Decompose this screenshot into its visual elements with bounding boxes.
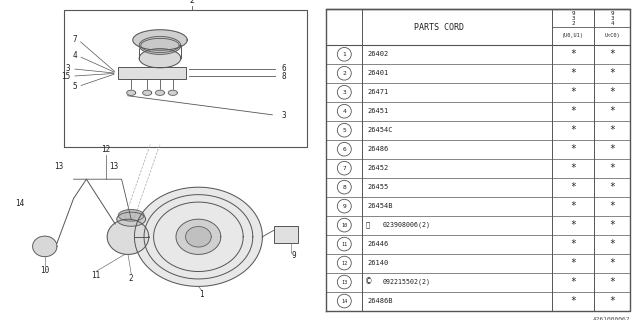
- Text: *: *: [609, 220, 616, 230]
- Polygon shape: [140, 36, 180, 54]
- Text: (U0,U1): (U0,U1): [563, 34, 584, 38]
- Text: *: *: [609, 296, 616, 306]
- Text: *: *: [570, 106, 576, 116]
- Text: 9: 9: [342, 204, 346, 209]
- Text: 11: 11: [92, 271, 100, 280]
- FancyBboxPatch shape: [118, 67, 186, 79]
- Text: 26140: 26140: [367, 260, 388, 266]
- Text: *: *: [609, 144, 616, 154]
- Text: 26401: 26401: [367, 70, 388, 76]
- Text: *: *: [609, 68, 616, 78]
- Polygon shape: [108, 219, 149, 254]
- Text: *: *: [609, 87, 616, 97]
- Polygon shape: [176, 219, 221, 254]
- Text: 12: 12: [341, 260, 348, 266]
- Text: 26454B: 26454B: [367, 203, 392, 209]
- Text: 2: 2: [189, 0, 195, 5]
- Text: 4: 4: [72, 52, 77, 60]
- Text: *: *: [570, 201, 576, 211]
- Text: 8: 8: [342, 185, 346, 190]
- Text: 26455: 26455: [367, 184, 388, 190]
- Text: 26452: 26452: [367, 165, 388, 171]
- Text: *: *: [570, 49, 576, 59]
- Text: 6: 6: [282, 64, 286, 73]
- Text: 26451: 26451: [367, 108, 388, 114]
- Text: 11: 11: [341, 242, 348, 247]
- Text: 26454C: 26454C: [367, 127, 392, 133]
- Text: 2: 2: [129, 274, 134, 283]
- Text: *: *: [570, 220, 576, 230]
- Text: 7: 7: [72, 36, 77, 44]
- Text: 3: 3: [282, 111, 286, 120]
- Polygon shape: [117, 212, 146, 226]
- Text: 12: 12: [101, 145, 110, 154]
- Text: *: *: [570, 182, 576, 192]
- Text: 3: 3: [66, 64, 70, 73]
- Text: *: *: [570, 296, 576, 306]
- Polygon shape: [141, 38, 179, 52]
- Text: 3: 3: [342, 90, 346, 95]
- Polygon shape: [140, 49, 180, 68]
- Text: 8: 8: [282, 72, 286, 81]
- Text: PARTS CORD: PARTS CORD: [414, 23, 464, 32]
- Text: 13: 13: [341, 280, 348, 284]
- Polygon shape: [186, 227, 211, 247]
- Text: 9: 9: [291, 252, 296, 260]
- Text: 26446: 26446: [367, 241, 388, 247]
- Text: A261000062: A261000062: [593, 317, 630, 320]
- Polygon shape: [143, 90, 152, 95]
- Text: 092215502(2): 092215502(2): [383, 279, 431, 285]
- Text: 10: 10: [341, 223, 348, 228]
- Text: 4: 4: [342, 109, 346, 114]
- Text: 2: 2: [342, 71, 346, 76]
- Text: *: *: [570, 144, 576, 154]
- Text: 1: 1: [199, 290, 204, 299]
- Polygon shape: [156, 90, 164, 95]
- Text: *: *: [609, 258, 616, 268]
- Polygon shape: [33, 236, 57, 257]
- Text: 14: 14: [341, 299, 348, 304]
- Text: 9
3
4: 9 3 4: [611, 11, 614, 26]
- Text: *: *: [570, 125, 576, 135]
- Text: *: *: [609, 239, 616, 249]
- Text: *: *: [609, 201, 616, 211]
- Polygon shape: [134, 187, 262, 286]
- Text: 6: 6: [342, 147, 346, 152]
- Polygon shape: [168, 90, 177, 95]
- Text: *: *: [609, 163, 616, 173]
- FancyBboxPatch shape: [274, 226, 298, 243]
- Text: *: *: [609, 182, 616, 192]
- Polygon shape: [133, 30, 187, 50]
- Text: 13: 13: [109, 162, 118, 171]
- Text: 26486: 26486: [367, 146, 388, 152]
- Text: 5: 5: [342, 128, 346, 133]
- Text: *: *: [570, 163, 576, 173]
- Text: *: *: [570, 68, 576, 78]
- Text: 7: 7: [342, 166, 346, 171]
- Text: 023908006(2): 023908006(2): [383, 222, 431, 228]
- Text: Ⓝ: Ⓝ: [365, 222, 370, 228]
- Polygon shape: [118, 210, 144, 221]
- Text: *: *: [570, 239, 576, 249]
- Text: *: *: [570, 277, 576, 287]
- Text: 26486B: 26486B: [367, 298, 392, 304]
- Text: *: *: [609, 106, 616, 116]
- Text: 1: 1: [342, 52, 346, 57]
- Text: 15: 15: [61, 72, 70, 81]
- Text: 9
3
2: 9 3 2: [572, 11, 575, 26]
- Text: 13: 13: [54, 162, 64, 171]
- Text: 10: 10: [40, 266, 49, 275]
- Text: *: *: [609, 277, 616, 287]
- Text: 5: 5: [72, 82, 77, 91]
- Text: *: *: [570, 258, 576, 268]
- Text: *: *: [609, 125, 616, 135]
- Text: U<C0): U<C0): [605, 34, 620, 38]
- Text: *: *: [570, 87, 576, 97]
- Text: 14: 14: [15, 199, 24, 208]
- Text: 26471: 26471: [367, 89, 388, 95]
- Polygon shape: [127, 90, 136, 95]
- Text: 26402: 26402: [367, 51, 388, 57]
- Text: ©: ©: [365, 277, 373, 286]
- Text: *: *: [609, 49, 616, 59]
